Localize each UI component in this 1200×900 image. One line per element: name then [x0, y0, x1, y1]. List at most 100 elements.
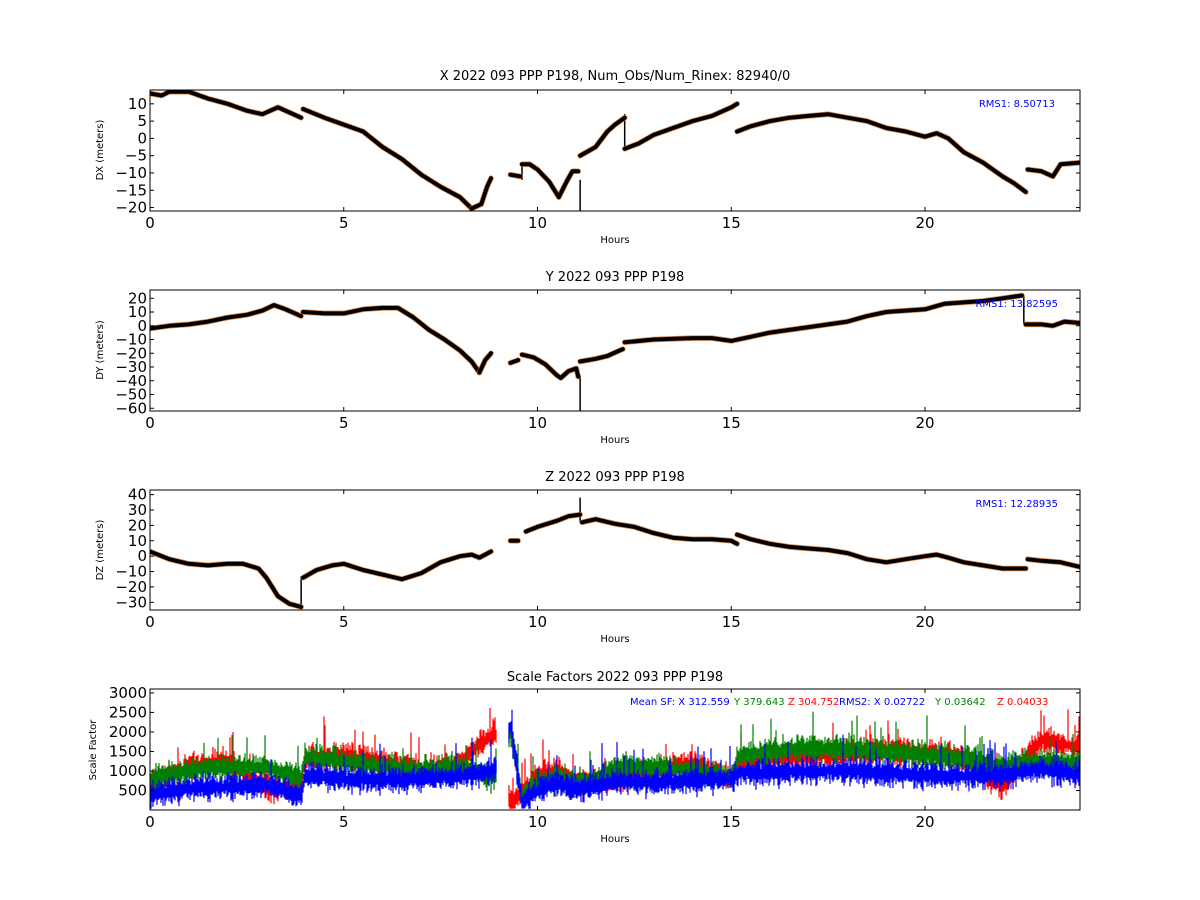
panel-sf-x-axis-label: Hours: [600, 834, 629, 845]
y-tick-label: −15: [115, 181, 147, 199]
panel-dx-rms-label: RMS1: 8.50713: [979, 99, 1055, 110]
panel-sf-axes-frame: [149, 688, 1081, 811]
x-tick-label: 15: [722, 214, 741, 232]
position-series-segment: [477, 351, 493, 375]
panel-dy-plot-area: [150, 292, 1080, 411]
panel-dx: X 2022 093 PPP P198, Num_Obs/Num_Rinex: …: [95, 69, 1081, 246]
position-series-segment: [301, 107, 474, 211]
panel-dz-plot-area: [150, 497, 1080, 610]
y-tick-label: 30: [128, 501, 147, 519]
x-tick-label: 5: [339, 414, 349, 432]
y-tick-label: 1000: [109, 762, 147, 780]
x-tick-label: 5: [339, 613, 349, 631]
panel-sf-plot-area: [150, 708, 1080, 809]
series-group: [150, 90, 1080, 211]
y-tick-label: −10: [115, 331, 147, 349]
x-tick-label: 20: [915, 813, 934, 831]
panel-dx-title: X 2022 093 PPP P198, Num_Obs/Num_Rinex: …: [440, 69, 791, 84]
position-series-segment: [150, 303, 304, 331]
panel-dy-rms-label: RMS1: 13.82595: [975, 299, 1058, 310]
series-group: [150, 708, 1080, 809]
panel-dx-x-axis-label: Hours: [600, 235, 629, 246]
y-tick-label: 1500: [109, 742, 147, 760]
scale-factor-series-x: [150, 709, 1080, 809]
x-tick-label: 0: [145, 813, 155, 831]
x-tick-label: 5: [339, 214, 349, 232]
position-series-segment: [578, 115, 627, 158]
position-series-segment: [1023, 319, 1080, 328]
panel-sf-mean-z: Z 304.752: [788, 697, 839, 708]
position-series-segment: [508, 358, 521, 365]
y-tick-label: 2000: [109, 723, 147, 741]
y-tick-label: −10: [115, 563, 147, 581]
y-tick-label: −30: [115, 358, 147, 376]
position-series-segment: [1025, 557, 1080, 569]
x-tick-label: 10: [528, 414, 547, 432]
panel-dy: Y 2022 093 PPP P198 0 5 10 15 20 20100−10−20…: [95, 270, 1081, 446]
y-tick-label: 500: [118, 781, 147, 799]
panel-sf-x-ticks: 0 5 10 15 20: [145, 689, 935, 831]
y-tick-label: 3000: [109, 684, 147, 702]
x-tick-label: 15: [722, 613, 741, 631]
x-tick-label: 0: [145, 214, 155, 232]
x-tick-label: 10: [528, 613, 547, 631]
position-series-segment: [580, 517, 740, 546]
panel-dy-y-axis-label: DY (meters): [95, 320, 106, 380]
x-tick-label: 20: [915, 214, 934, 232]
position-series-segment: [150, 549, 304, 609]
panel-sf-mean-y: Y 379.643: [733, 697, 785, 708]
panel-dy-x-ticks: 0 5 10 15 20: [145, 290, 935, 432]
x-tick-label: 15: [722, 414, 741, 432]
y-tick-label: 0: [137, 129, 147, 147]
y-tick-label: −20: [115, 199, 147, 217]
panel-dx-x-ticks: 0 5 10 15 20: [145, 90, 935, 232]
position-series-segment: [520, 162, 581, 200]
x-tick-label: 20: [915, 613, 934, 631]
y-tick-label: 10: [128, 532, 147, 550]
y-tick-label: −20: [115, 578, 147, 596]
position-series-segment: [150, 90, 304, 120]
position-series-segment: [622, 101, 740, 151]
x-tick-label: 10: [528, 813, 547, 831]
position-series-segment: [469, 176, 493, 211]
panel-dy-title: Y 2022 093 PPP P198: [545, 270, 685, 285]
y-tick-label: −20: [115, 344, 147, 362]
panel-dz-axes-frame: [149, 489, 1081, 611]
y-tick-label: 0: [137, 547, 147, 565]
position-series-segment: [508, 172, 523, 179]
x-tick-label: 0: [145, 414, 155, 432]
y-tick-label: −10: [115, 164, 147, 182]
panel-scale-factors: Scale Factors 2022 093 PPP P198 0 5 10 15 20…: [88, 670, 1081, 845]
y-tick-label: −60: [115, 399, 147, 417]
x-tick-label: 10: [528, 214, 547, 232]
panel-dx-plot-area: [150, 90, 1080, 211]
panel-sf-rms2-y: Y 0.03642: [934, 697, 986, 708]
panel-dy-axes-frame: [149, 289, 1081, 412]
y-tick-label: 20: [128, 289, 147, 307]
y-tick-label: 10: [128, 95, 147, 113]
panel-sf-title: Scale Factors 2022 093 PPP P198: [507, 670, 723, 685]
panel-sf-mean-x: Mean SF: X 312.559: [630, 697, 730, 708]
panel-dx-axes-frame: [149, 89, 1081, 212]
y-tick-label: −5: [125, 147, 147, 165]
panel-dz-rms-label: RMS1: 12.28935: [975, 499, 1058, 510]
series-group: [150, 292, 1080, 411]
series-group: [150, 497, 1080, 610]
y-tick-label: −50: [115, 386, 147, 404]
panel-dz-x-ticks: 0 5 10 15 20: [145, 490, 935, 631]
panel-sf-y-axis-label: Scale Factor: [88, 719, 99, 781]
y-tick-label: −40: [115, 372, 147, 390]
y-tick-label: 0: [137, 317, 147, 335]
y-tick-label: 40: [128, 486, 147, 504]
x-tick-label: 20: [915, 414, 934, 432]
y-tick-label: −30: [115, 593, 147, 611]
y-tick-label: 5: [137, 112, 147, 130]
position-series-segment: [578, 347, 625, 364]
panel-dy-x-axis-label: Hours: [600, 435, 629, 446]
panel-sf-rms2-z: Z 0.04033: [997, 697, 1048, 708]
